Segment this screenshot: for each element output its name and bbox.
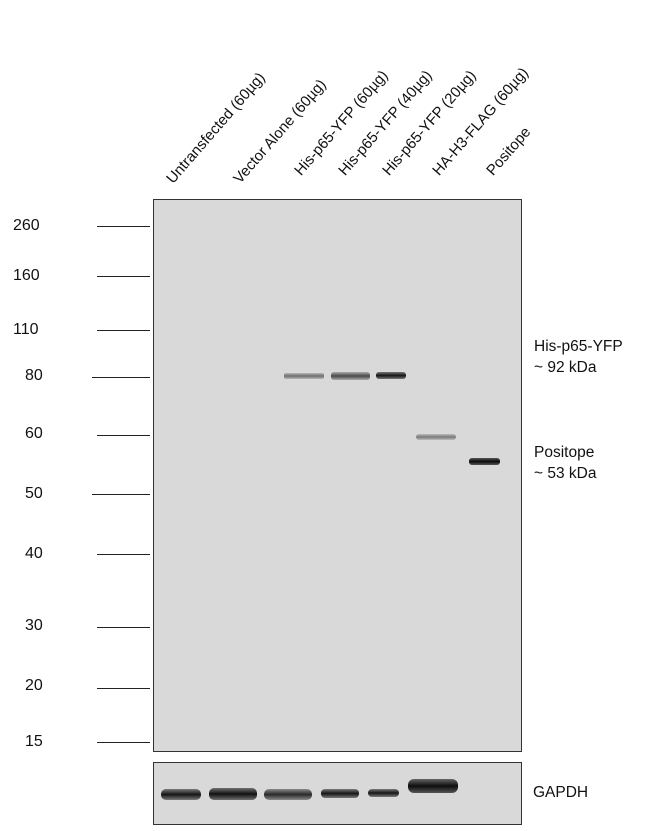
- lane-label-positope: Positope: [483, 123, 535, 179]
- marker-label-50: 50: [25, 485, 43, 502]
- band-ha-h3-flag: [416, 434, 456, 440]
- gapdh-band-lane-6: [408, 779, 458, 793]
- band-positope: [469, 458, 500, 465]
- marker-label-30: 30: [25, 617, 43, 634]
- marker-line-40: [97, 554, 150, 555]
- band-his-p65-yfp-20: [376, 372, 406, 379]
- annotation-positope: Positope ~ 53 kDa: [534, 442, 596, 484]
- annotation-positope-size: ~ 53 kDa: [534, 465, 597, 482]
- marker-label-20: 20: [25, 677, 43, 694]
- gapdh-band-lane-3: [264, 789, 312, 800]
- marker-label-60: 60: [25, 425, 43, 442]
- marker-line-160: [97, 276, 150, 277]
- annotation-positope-name: Positope: [534, 444, 595, 461]
- marker-line-50: [92, 494, 150, 495]
- annotation-his-p65-yfp-size: ~ 92 kDa: [534, 359, 597, 376]
- marker-label-110: 110: [13, 321, 39, 338]
- marker-line-110: [97, 330, 150, 331]
- marker-line-260: [97, 226, 150, 227]
- annotation-his-p65-yfp-name: His-p65-YFP: [534, 338, 623, 355]
- gapdh-band-lane-4: [321, 789, 359, 798]
- annotation-his-p65-yfp: His-p65-YFP ~ 92 kDa: [534, 336, 623, 378]
- lane-label-ha-h3-flag: HA-H3-FLAG (60µg): [429, 64, 532, 179]
- band-his-p65-yfp-40: [331, 372, 370, 380]
- marker-label-160: 160: [13, 267, 40, 284]
- marker-line-20: [97, 688, 150, 689]
- gapdh-blot-panel: [153, 762, 522, 825]
- marker-label-15: 15: [25, 733, 43, 750]
- band-his-p65-yfp-60: [284, 373, 324, 379]
- gapdh-band-lane-2: [209, 788, 257, 800]
- gapdh-band-lane-5: [368, 789, 399, 797]
- marker-line-60: [97, 435, 150, 436]
- marker-line-15: [97, 742, 150, 743]
- marker-line-80: [92, 377, 150, 378]
- marker-label-40: 40: [25, 545, 43, 562]
- marker-label-80: 80: [25, 367, 43, 384]
- marker-line-30: [97, 627, 150, 628]
- gapdh-band-lane-1: [161, 789, 201, 800]
- main-blot-panel: [153, 199, 522, 752]
- annotation-gapdh: GAPDH: [533, 784, 589, 801]
- marker-label-260: 260: [13, 217, 40, 234]
